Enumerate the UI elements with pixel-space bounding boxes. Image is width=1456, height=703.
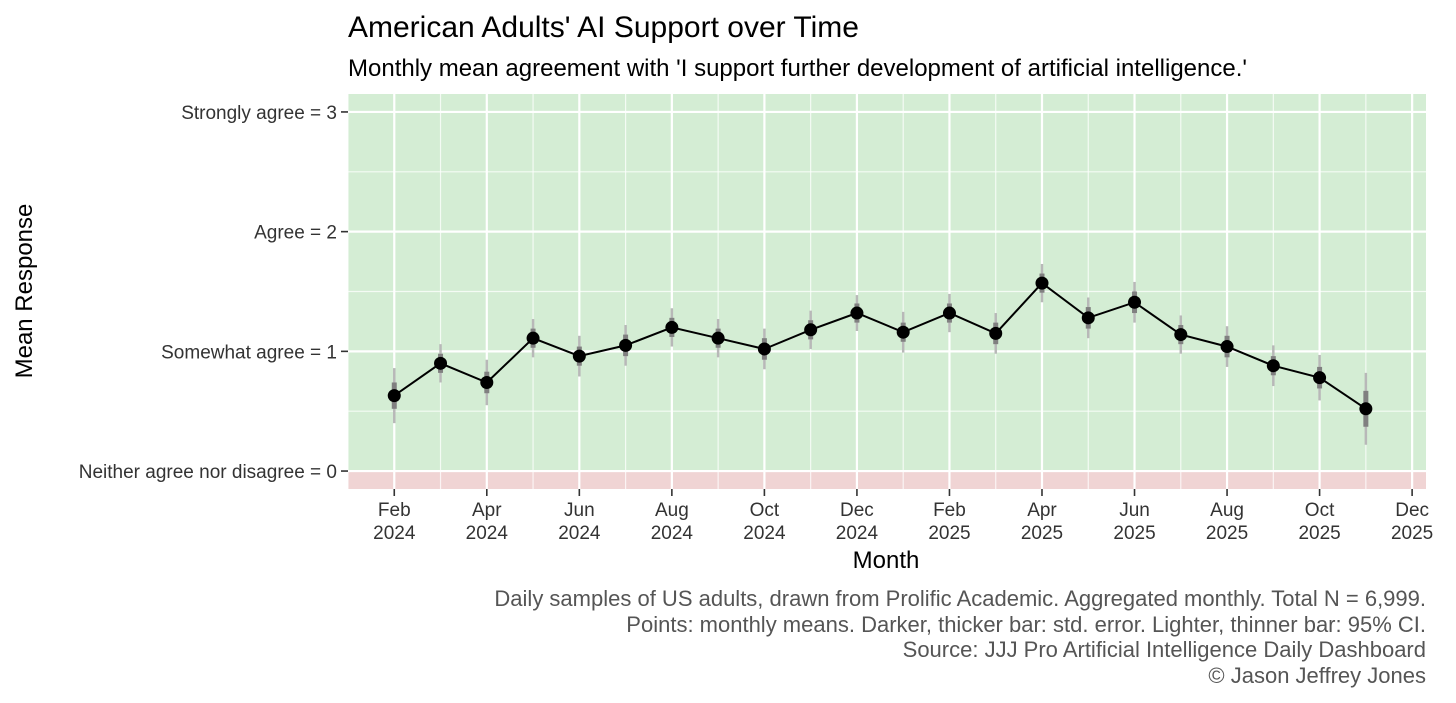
data-point [942,306,956,320]
caption-line: Daily samples of US adults, drawn from P… [494,586,1426,611]
series-line [393,281,1367,410]
data-points [387,276,1373,416]
x-tick-label: Dec 2024 [836,500,879,544]
x-tick-label: Aug 2024 [651,500,694,544]
y-tick-label: Agree = 2 [254,223,337,244]
data-point [1081,311,1095,325]
x-tick-label: Apr 2025 [1021,500,1063,544]
plot-background [348,94,1426,489]
y-tick-label: Somewhat agree = 1 [161,342,337,363]
y-tick-label: Strongly agree = 3 [181,103,337,124]
y-tick-label: Neither agree nor disagree = 0 [79,462,337,483]
x-tick-label: Feb 2024 [373,500,416,544]
x-tick-label: Dec 2025 [1391,500,1433,544]
y-axis: Neither agree nor disagree = 0 Somewhat a… [79,103,348,483]
x-tick-label: Oct 2024 [743,500,786,544]
x-tick-label: Aug 2025 [1206,500,1248,544]
chart-subtitle: Monthly mean agreement with 'I support f… [348,55,1247,82]
series-line-group [393,281,1367,410]
data-point [1266,359,1280,373]
region-agree [348,94,1426,472]
chart-caption: Daily samples of US adults, drawn from P… [494,586,1426,688]
data-point [711,331,725,345]
data-point [1313,371,1327,385]
x-axis-title: Month [853,547,920,574]
region-disagree [348,471,1426,489]
caption-line: Source: JJJ Pro Artificial Intelligence … [903,637,1426,662]
data-point [1035,276,1049,290]
x-tick-label: Feb 2025 [928,500,970,544]
caption-line: © Jason Jeffrey Jones [1208,663,1426,688]
data-point [619,338,633,352]
data-point [896,325,910,339]
data-point [480,375,494,389]
y-axis-title: Mean Response [11,204,38,379]
x-tick-label: Oct 2025 [1298,500,1340,544]
data-point [757,342,771,356]
caption-line: Points: monthly means. Darker, thicker b… [626,612,1426,637]
data-point [804,323,818,337]
data-point [665,320,679,334]
data-point [850,306,864,320]
x-axis: Feb 2024 Apr 2024 Jun 2024 Aug 2024 Oct 2024 Dec 20… [373,489,1433,544]
x-tick-label: Jun 2025 [1113,500,1155,544]
chart-title: American Adults' AI Support over Time [348,11,859,44]
data-point [526,331,540,345]
x-tick-label: Jun 2024 [558,500,601,544]
data-point [572,349,586,363]
data-point [387,389,401,403]
data-point [1359,402,1373,416]
data-point [989,326,1003,340]
data-point [1220,340,1234,354]
data-point [1128,295,1142,309]
data-point [434,356,448,370]
x-tick-label: Apr 2024 [466,500,509,544]
data-point [1174,328,1188,342]
